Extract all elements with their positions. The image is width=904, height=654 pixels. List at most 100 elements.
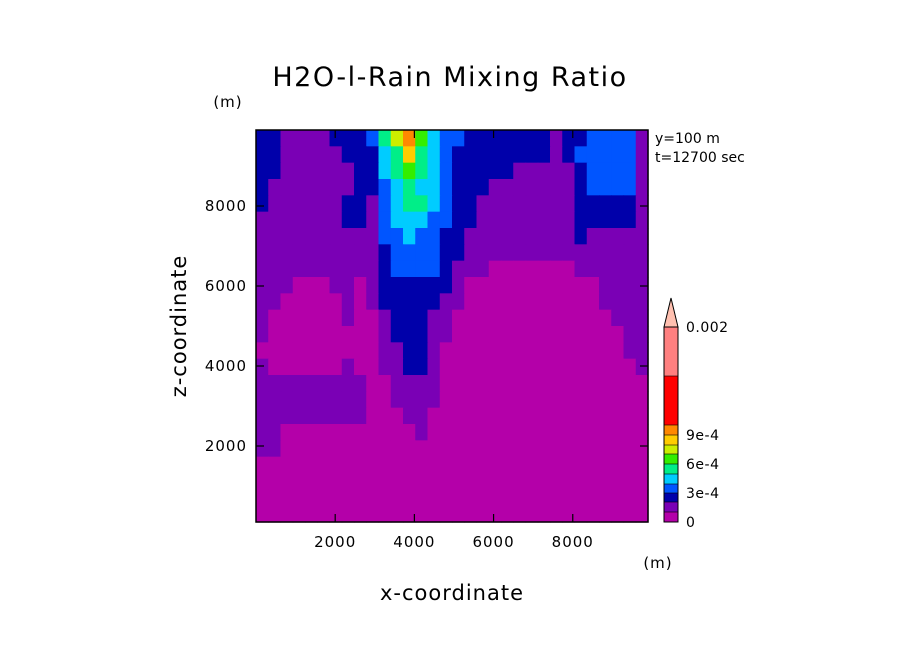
contour-cell [488, 358, 502, 376]
contour-cell [427, 130, 441, 147]
contour-cell [586, 309, 600, 327]
y-tick-label: 6000 [205, 277, 247, 295]
contour-cell [329, 179, 343, 196]
x-axis: 2000 4000 6000 8000 [314, 130, 593, 551]
contour-cell [452, 211, 465, 229]
contour-cell [268, 326, 282, 343]
contour-cell [378, 326, 392, 343]
contour-cell [341, 211, 355, 229]
contour-cell [292, 130, 306, 147]
contour-cell [513, 179, 527, 196]
contour-cell [378, 456, 392, 474]
contour-cell [464, 473, 478, 490]
contour-cell [452, 195, 465, 213]
contour-cell [268, 211, 282, 229]
contour-cell [256, 375, 269, 392]
contour-cell [525, 489, 539, 507]
contour-cell [317, 326, 331, 343]
contour-cell [525, 391, 539, 409]
contour-cell [488, 244, 502, 262]
contour-cell [525, 407, 539, 425]
contour-cell [537, 260, 551, 278]
contour-cell [513, 424, 527, 441]
contour-cell [354, 244, 367, 262]
contour-cell [439, 309, 453, 327]
contour-cell [525, 179, 539, 196]
colorbar-extension [663, 297, 679, 328]
contour-cell [586, 424, 600, 441]
contour-cell [501, 130, 514, 147]
contour-cell [611, 375, 625, 392]
contour-cell [329, 293, 343, 311]
contour-cell [562, 179, 576, 196]
contour-cell [476, 391, 490, 409]
contour-cell [403, 146, 416, 164]
contour-cell [256, 130, 269, 147]
contour-cell [599, 326, 612, 343]
contour-cell [550, 326, 563, 343]
contour-cell [415, 260, 429, 278]
contour-cell [488, 456, 502, 474]
contour-cell [464, 407, 478, 425]
contour-cell [341, 277, 355, 294]
contour-cell [268, 277, 282, 294]
contour-cell [623, 375, 637, 392]
contour-cell [329, 309, 343, 327]
contour-cell [501, 179, 514, 196]
contour-cell [623, 211, 637, 229]
contour-cell [280, 505, 294, 523]
contour-cell [525, 293, 539, 311]
contour-cell [562, 293, 576, 311]
contour-cell [292, 424, 306, 441]
colorbar-tick-label: 0.002 [686, 320, 729, 336]
contour-cell [476, 146, 490, 164]
contour-cell [403, 277, 416, 294]
contour-cell [354, 505, 367, 523]
contour-cell [305, 440, 318, 458]
contour-cell [415, 146, 429, 164]
contour-cell [586, 407, 600, 425]
contour-cell [415, 309, 429, 327]
contour-cell [562, 375, 576, 392]
contour-cell [415, 424, 429, 441]
y-tick-label: 2000 [205, 437, 247, 455]
contour-cell [403, 130, 416, 147]
contour-cell [341, 473, 355, 490]
contour-cell [366, 326, 380, 343]
contour-cell [292, 456, 306, 474]
contour-cell [537, 293, 551, 311]
contour-cell [256, 326, 269, 343]
contour-cell [354, 146, 367, 164]
contour-cell [292, 309, 306, 327]
contour-cell [317, 146, 331, 164]
contour-cell [329, 424, 343, 441]
contour-cell [403, 473, 416, 490]
contour-cell [476, 211, 490, 229]
contour-cell [354, 375, 367, 392]
contour-cell [611, 260, 625, 278]
contour-cell [305, 456, 318, 474]
contour-cell [562, 195, 576, 213]
contour-cell [562, 358, 576, 376]
contour-cell [476, 456, 490, 474]
contour-cell [317, 407, 331, 425]
contour-cell [341, 456, 355, 474]
contour-cell [439, 456, 453, 474]
contour-cell [292, 277, 306, 294]
contour-cell [635, 424, 649, 441]
contour-cell [341, 228, 355, 245]
contour-cell [501, 342, 514, 360]
contour-cell [599, 260, 612, 278]
contour-cell [635, 146, 649, 164]
contour-cell [378, 391, 392, 409]
contour-cell [366, 260, 380, 278]
contour-cell [537, 407, 551, 425]
contour-field [256, 130, 649, 523]
contour-cell [403, 326, 416, 343]
contour-cell [623, 228, 637, 245]
contour-cell [427, 260, 441, 278]
contour-cell [599, 277, 612, 294]
contour-cell [537, 440, 551, 458]
contour-cell [611, 228, 625, 245]
